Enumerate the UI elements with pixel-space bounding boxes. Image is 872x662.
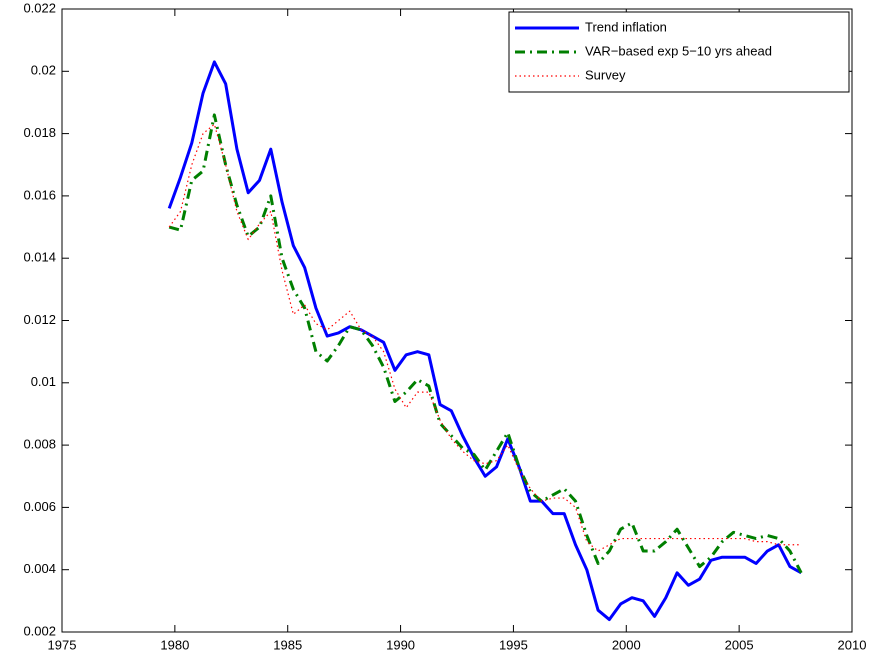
y-tick-label: 0.022: [23, 0, 56, 15]
x-tick-label: 1985: [273, 637, 302, 652]
y-tick-label: 0.018: [23, 125, 56, 140]
legend-label: Trend inflation: [585, 19, 667, 34]
y-tick-label: 0.01: [31, 374, 56, 389]
x-tick-label: 2010: [838, 637, 867, 652]
legend-label: VAR−based exp 5−10 yrs ahead: [585, 43, 772, 58]
x-tick-label: 1990: [386, 637, 415, 652]
y-tick-label: 0.014: [23, 250, 56, 265]
y-tick-label: 0.02: [31, 63, 56, 78]
y-tick-label: 0.002: [23, 623, 56, 638]
y-tick-label: 0.012: [23, 312, 56, 327]
series-line: [167, 60, 802, 622]
legend-box: [508, 11, 850, 93]
y-tick-label: 0.004: [23, 561, 56, 576]
y-tick-label: 0.008: [23, 437, 56, 452]
x-tick-label: 1975: [48, 637, 77, 652]
x-tick-label: 2005: [725, 637, 754, 652]
y-tick-label: 0.006: [23, 499, 56, 514]
x-tick-label: 1995: [499, 637, 528, 652]
x-tick-label: 2000: [612, 637, 641, 652]
y-tick-label: 0.016: [23, 187, 56, 202]
x-tick-label: 1980: [160, 637, 189, 652]
axes-box: [61, 8, 853, 633]
plot-area: [62, 9, 852, 632]
series-line: [168, 123, 802, 552]
legend-label: Survey: [585, 67, 626, 82]
legend: Trend inflation VAR−based exp 5−10 yrs ah…: [508, 11, 850, 93]
